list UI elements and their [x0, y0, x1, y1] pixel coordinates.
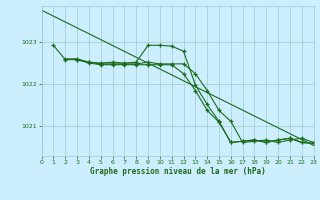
X-axis label: Graphe pression niveau de la mer (hPa): Graphe pression niveau de la mer (hPa)	[90, 167, 266, 176]
